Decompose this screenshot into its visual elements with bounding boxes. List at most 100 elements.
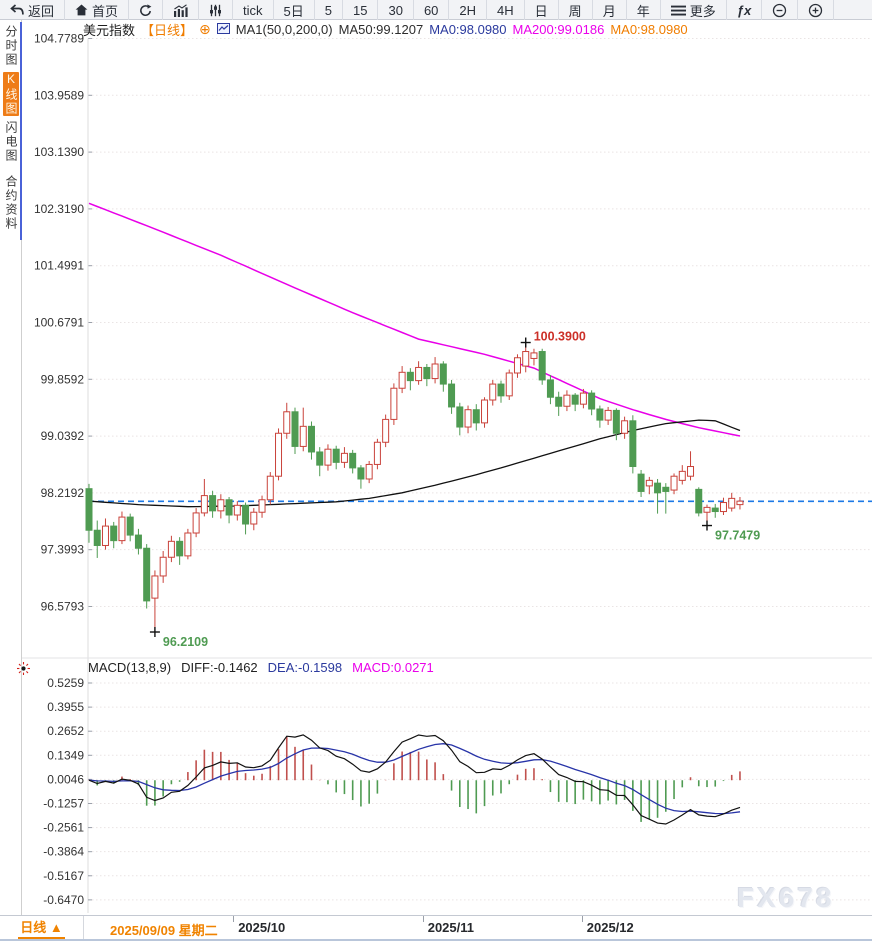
price-axis-label: 103.1390 (34, 145, 84, 159)
toolbar-button-indicators-fx[interactable]: ƒx (727, 0, 763, 20)
toolbar-button-interval-tick[interactable]: tick (233, 0, 274, 20)
ma-settings: MA1(50,0,200,0) (235, 22, 333, 37)
toolbar-label: 4H (497, 2, 514, 18)
macd-axis-label: 0.0046 (47, 772, 84, 786)
ma50-line (88, 419, 741, 508)
toolbar-label: 15 (353, 2, 368, 18)
toolbar-button-zoom-in[interactable] (798, 0, 835, 20)
x-axis-tick (581, 916, 583, 922)
chart-style-icon[interactable] (216, 22, 230, 37)
indicator-settings-icon[interactable] (16, 661, 31, 681)
chart-type-sidebar: 分时图 K线图闪电图合约资料 (0, 20, 22, 915)
macd-axis-label: -0.2561 (43, 821, 84, 835)
toolbar-button-interval-30[interactable]: 30 (378, 0, 414, 20)
toolbar-label: 返回 (28, 3, 55, 19)
sidebar-item-kline-chart[interactable]: K线图 (3, 72, 19, 116)
price-chart-canvas[interactable]: 104.7789 103.9589 103.1390 102.3190 101.4991… (22, 20, 872, 916)
ma0-value-blue: MA0:98.0980 (429, 22, 507, 37)
toolbar-label: 5日 (283, 3, 304, 19)
toolbar-button-interval-5d[interactable]: 5日 (274, 0, 315, 20)
macd-dea-value: DEA:-0.1598 (267, 659, 343, 675)
home-icon (75, 4, 88, 16)
price-axis-label: 99.0392 (41, 429, 85, 443)
ma200-line (88, 202, 741, 437)
macd-histogram (88, 736, 741, 822)
macd-axis-label: 0.3955 (47, 700, 84, 714)
price-grid: 104.7789 103.9589 103.1390 102.3190 101.4991… (22, 32, 872, 913)
watermark: FX678 (737, 882, 835, 913)
toolbar-button-chart-style-sliders[interactable] (199, 0, 234, 20)
toolbar-label: tick (243, 2, 263, 18)
toolbar-button-interval-4h[interactable]: 4H (487, 0, 525, 20)
toolbar-button-more[interactable]: 更多 (661, 0, 727, 20)
low-price-annotation: 97.7479 (715, 529, 760, 543)
high-price-annotation: 100.3900 (534, 330, 586, 344)
macd-axis-label: 0.5259 (47, 676, 84, 690)
macd-diff-value: DIFF:-0.1462 (181, 659, 258, 675)
toolbar-label: 月 (602, 3, 616, 19)
toolbar-button-interval-year[interactable]: 年 (627, 0, 661, 20)
toolbar-button-interval-day[interactable]: 日 (525, 0, 559, 20)
sidebar-accent-bar (20, 22, 22, 240)
low-price-annotation: 96.2109 (163, 635, 208, 649)
toolbar-label: 30 (388, 2, 403, 18)
macd-axis-label: -0.6470 (43, 893, 84, 907)
x-axis-month-label: 2025/10 (238, 920, 286, 935)
bottom-bar: 日线 ▲ 2025/09/09 星期二 2025/10 2025/11 2025/1… (0, 915, 872, 941)
price-axis-label: 96.5793 (41, 599, 85, 613)
price-annotations: 100.3900 96.2109 97.7479 (149, 330, 760, 649)
symbol-name: 美元指数 (83, 23, 136, 38)
macd-bar-value: MACD:0.0271 (352, 659, 434, 675)
toolbar-button-interval-5[interactable]: 5 (315, 0, 343, 20)
sliders-icon (209, 4, 222, 17)
x-axis-month-label: 2025/12 (586, 920, 634, 935)
x-axis-tick (422, 916, 424, 922)
toolbar-button-back[interactable]: 返回 (0, 0, 66, 20)
toolbar-button-zoom-out[interactable] (762, 0, 799, 20)
ma200-value: MA200:99.0186 (512, 22, 605, 37)
toolbar-label: 2H (459, 2, 477, 18)
price-axis-label: 102.3190 (34, 202, 84, 216)
back-icon (10, 4, 24, 16)
macd-grid: 0.5259 0.3955 0.2652 0.1349 0.0046 -0.1257 -0.… (43, 676, 872, 907)
toolbar-button-refresh[interactable] (129, 0, 164, 20)
toolbar-label: 日 (534, 3, 548, 19)
macd-axis-label: -0.1257 (43, 796, 84, 810)
sidebar-item-time-share-chart[interactable]: 分时图 (4, 25, 18, 67)
price-axis-label: 99.8592 (41, 372, 85, 386)
menu-icon (670, 5, 686, 16)
diff-line (88, 734, 741, 825)
refresh-icon (139, 3, 152, 17)
toolbar-label: 更多 (689, 3, 716, 19)
toolbar-label: 年 (636, 3, 650, 19)
macd-header: MACD(13,8,9) DIFF:-0.1462 DEA:-0.1598 MA… (88, 659, 434, 675)
toolbar-button-interval-week[interactable]: 周 (559, 0, 593, 20)
bars-icon (173, 3, 188, 17)
toolbar-button-interval-month[interactable]: 月 (593, 0, 627, 20)
fx-icon: ƒx (736, 2, 752, 18)
price-axis-label: 98.2192 (41, 486, 85, 500)
macd-axis-label: -0.3864 (43, 845, 84, 859)
period-label: 【日线】 (141, 23, 194, 38)
price-axis-label: 104.7789 (34, 32, 84, 46)
zoomout-icon (772, 3, 787, 18)
macd-settings: MACD(13,8,9) (88, 659, 172, 675)
toolbar-button-home[interactable]: 首页 (65, 0, 130, 20)
toolbar-button-interval-2h[interactable]: 2H (449, 0, 488, 20)
toolbar-button-chart-style-bars[interactable] (163, 0, 200, 20)
toolbar-button-interval-60[interactable]: 60 (414, 0, 450, 20)
macd-axis-label: 0.2652 (47, 724, 84, 738)
period-selector[interactable]: 日线 ▲ (0, 916, 84, 939)
x-axis-tick (233, 916, 235, 922)
add-indicator-icon[interactable]: ⊕ (199, 21, 211, 37)
x-axis-month-label: 2025/11 (427, 920, 474, 935)
sidebar-item-lightning-chart[interactable]: 闪电图 (4, 121, 18, 163)
toolbar-label: 60 (423, 2, 439, 18)
ma0-value-orange: MA0:98.0980 (610, 22, 688, 37)
toolbar-label: 5 (324, 2, 332, 18)
toolbar-button-interval-15[interactable]: 15 (343, 0, 379, 20)
chart-header: 美元指数 【日线】 ⊕ MA1(50,0,200,0) MA50:99.1207 … (83, 21, 688, 38)
sidebar-item-contract-info[interactable]: 合约资料 (4, 175, 18, 231)
macd-axis-label: -0.5167 (43, 869, 84, 883)
